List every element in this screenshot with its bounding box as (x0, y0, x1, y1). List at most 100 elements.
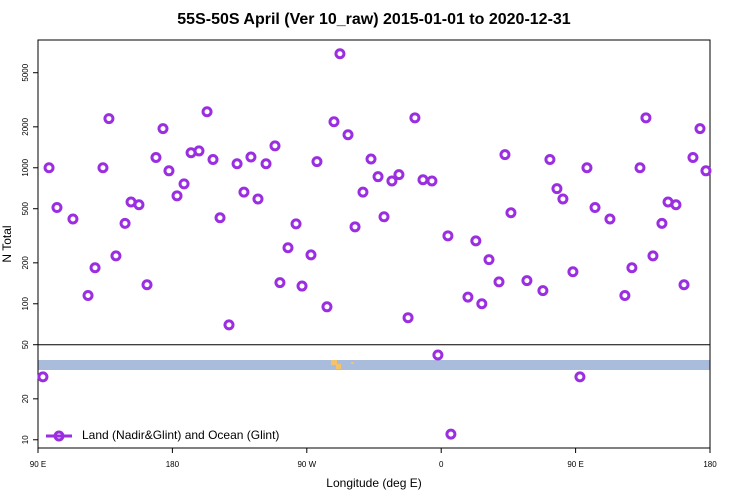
point (442, 230, 454, 242)
point (567, 266, 579, 278)
point (445, 428, 457, 440)
point (574, 371, 586, 383)
point (694, 123, 706, 135)
point (493, 276, 505, 288)
point (119, 217, 131, 229)
x-tick-label: 90 E (567, 460, 583, 469)
point (207, 154, 219, 166)
point (171, 190, 183, 202)
point (521, 275, 533, 287)
point (378, 211, 390, 223)
y-tick-label: 10 (21, 435, 30, 444)
point (432, 349, 444, 361)
point (290, 218, 302, 230)
point (402, 312, 414, 324)
map-strip (38, 360, 710, 370)
x-tick-label: 90 W (297, 460, 316, 469)
point (687, 152, 699, 164)
legend-marker (53, 430, 65, 442)
point (334, 48, 346, 60)
point (201, 106, 213, 118)
y-tick-label: 1000 (21, 158, 30, 176)
x-tick-label: 180 (703, 460, 717, 469)
point (640, 112, 652, 124)
point (470, 235, 482, 247)
point (409, 112, 421, 124)
point (231, 158, 243, 170)
point (634, 162, 646, 174)
x-tick-label: 90 E (30, 460, 46, 469)
point (89, 262, 101, 274)
point (349, 221, 361, 233)
point (417, 174, 429, 186)
point (551, 183, 563, 195)
legend-label: Land (Nadir&Glint) and Ocean (Glint) (82, 428, 279, 442)
point (342, 129, 354, 141)
point (67, 213, 79, 225)
point (238, 186, 250, 198)
point (274, 277, 286, 289)
point (133, 199, 145, 211)
point (163, 165, 175, 177)
point (678, 279, 690, 291)
point (604, 213, 616, 225)
point (589, 202, 601, 214)
point (670, 199, 682, 211)
y-tick-label: 50 (21, 340, 30, 349)
point (426, 175, 438, 187)
point (462, 291, 474, 303)
point (311, 156, 323, 168)
point (365, 153, 377, 165)
point (544, 154, 556, 166)
point (193, 145, 205, 157)
point (557, 193, 569, 205)
point (328, 116, 340, 128)
point (700, 165, 712, 177)
point (103, 113, 115, 125)
point (483, 254, 495, 266)
point (245, 151, 257, 163)
point (269, 140, 281, 152)
point (296, 280, 308, 292)
point (82, 290, 94, 302)
x-axis-label: Longitude (deg E) (326, 476, 421, 490)
point (321, 301, 333, 313)
point (157, 123, 169, 135)
land-speck (336, 364, 341, 369)
point (178, 178, 190, 190)
plot-frame (37, 39, 711, 449)
point (51, 202, 63, 214)
point (357, 186, 369, 198)
point (386, 175, 398, 187)
point (252, 193, 264, 205)
land-speck (331, 360, 337, 365)
point (141, 279, 153, 291)
point (499, 149, 511, 161)
point (150, 152, 162, 164)
point (260, 158, 272, 170)
point (505, 207, 517, 219)
point (37, 371, 49, 383)
point (372, 171, 384, 183)
point (647, 250, 659, 262)
point (393, 169, 405, 181)
x-tick-label: 0 (439, 460, 444, 469)
y-tick-label: 500 (21, 201, 30, 215)
point (305, 249, 317, 261)
point (282, 242, 294, 254)
y-tick-label: 5000 (21, 63, 30, 81)
x-tick-label: 180 (166, 460, 180, 469)
chart-title: 55S-50S April (Ver 10_raw) 2015-01-01 to… (177, 11, 571, 28)
point (223, 319, 235, 331)
y-tick-label: 2000 (21, 117, 30, 135)
point (581, 162, 593, 174)
point (626, 262, 638, 274)
point (43, 162, 55, 174)
point (619, 290, 631, 302)
point (656, 217, 668, 229)
y-tick-label: 200 (21, 256, 30, 270)
y-axis-label: N Total (0, 225, 14, 262)
y-tick-label: 100 (21, 297, 30, 311)
land-speck (351, 362, 354, 364)
